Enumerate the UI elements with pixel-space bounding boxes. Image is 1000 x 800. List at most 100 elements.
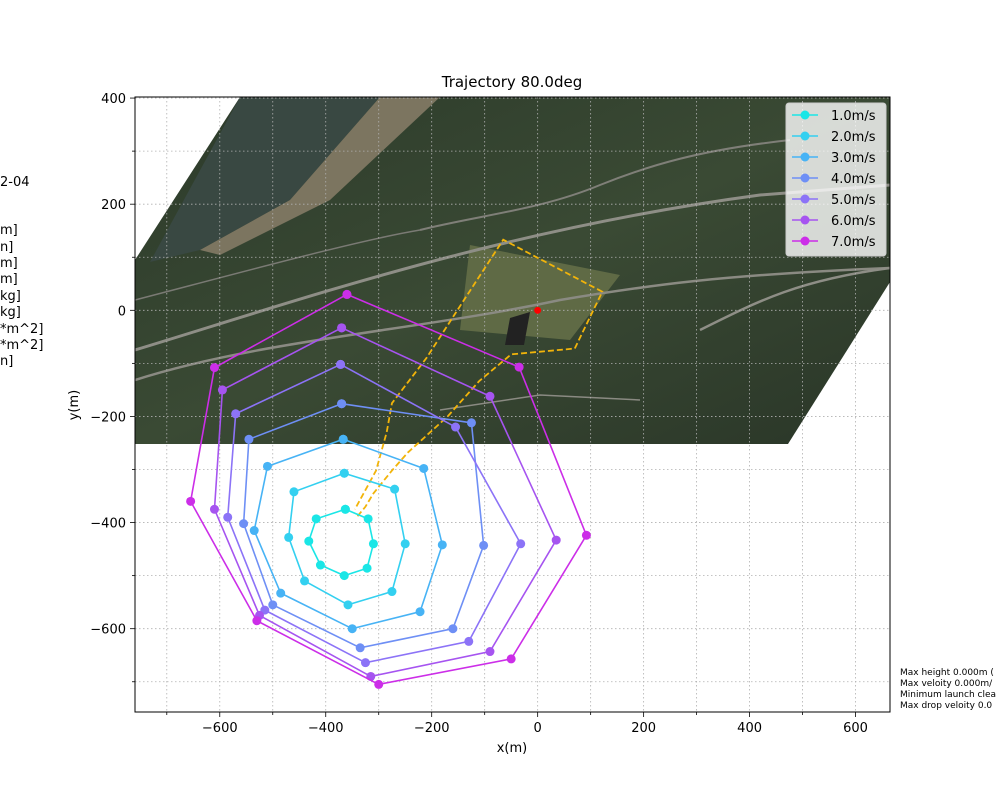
legend-label: 7.0m/s	[831, 235, 876, 250]
data-point	[368, 539, 378, 549]
x-tick-label: 200	[631, 721, 656, 736]
satellite-map	[135, 97, 890, 444]
legend-marker	[800, 152, 810, 162]
grid	[135, 97, 890, 712]
legend-label: 1.0m/s	[831, 109, 876, 124]
legend-label: 5.0m/s	[831, 193, 876, 208]
data-point	[276, 588, 286, 598]
data-point	[355, 643, 365, 653]
data-point	[337, 399, 347, 409]
side-label: m]	[0, 223, 18, 238]
data-point	[268, 600, 278, 610]
data-point	[464, 636, 474, 646]
data-point	[437, 540, 447, 550]
map-road	[439, 394, 641, 411]
data-point	[217, 385, 227, 395]
data-point	[186, 496, 196, 506]
map-beach	[200, 97, 440, 255]
legend-marker	[800, 173, 810, 183]
legend-label: 2.0m/s	[831, 130, 876, 145]
data-point	[284, 532, 294, 542]
data-point	[338, 434, 348, 444]
axes-frame	[134, 96, 891, 713]
data-point	[347, 624, 357, 634]
y-tick-label: −600	[90, 623, 126, 638]
data-point	[304, 536, 314, 546]
map-road	[135, 229, 421, 301]
side-label: n]	[0, 354, 14, 369]
legend-label: 6.0m/s	[831, 214, 876, 229]
data-point	[340, 504, 350, 514]
data-point	[342, 289, 352, 299]
series-3.0m/s	[249, 434, 447, 634]
data-point	[419, 463, 429, 473]
series-5.0m/s	[223, 359, 526, 668]
legend-marker	[800, 215, 810, 225]
data-point	[231, 409, 241, 419]
data-point	[485, 391, 495, 401]
legend-marker	[800, 194, 810, 204]
map-road	[135, 183, 890, 352]
legend-marker	[800, 110, 810, 120]
boundary-line	[354, 238, 604, 517]
legend-marker	[800, 236, 810, 246]
data-point	[339, 468, 349, 478]
footer-line: Max height 0.000m (	[900, 668, 994, 678]
legend-label: 4.0m/s	[831, 172, 876, 187]
data-point	[466, 418, 476, 428]
plot-area	[186, 238, 604, 689]
x-tick-label: −200	[414, 721, 450, 736]
y-tick-label: −200	[90, 410, 126, 425]
side-label: n]	[0, 240, 14, 255]
data-point	[400, 539, 410, 549]
data-point	[315, 560, 325, 570]
legend-box	[785, 102, 887, 257]
y-axis-label: y(m)	[67, 390, 82, 421]
data-point	[360, 658, 370, 668]
data-point	[252, 616, 262, 626]
map-building-shadow	[505, 312, 530, 345]
side-label: *m^2]	[0, 322, 44, 337]
data-point	[451, 422, 461, 432]
side-label: m]	[0, 272, 18, 287]
x-tick-label: 400	[737, 721, 762, 736]
data-point	[223, 512, 233, 522]
data-point	[362, 563, 372, 573]
side-label: *m^2]	[0, 338, 44, 353]
data-point	[337, 323, 347, 333]
data-point	[448, 624, 458, 634]
x-axis-label: x(m)	[497, 741, 528, 756]
side-label: m]	[0, 256, 18, 271]
y-tick-label: 0	[118, 304, 126, 319]
data-point	[311, 514, 321, 524]
footer-line: Minimum launch clea	[900, 690, 997, 700]
side-label: kg]	[0, 305, 21, 320]
tick-labels: −600 −400 −200 0 200 400 600 −600 −400 −200 0 200 40…	[90, 92, 868, 736]
legend-marker	[800, 131, 810, 141]
map-road	[135, 266, 890, 382]
data-point	[415, 607, 425, 617]
map-road	[699, 266, 890, 332]
side-label: 2-04	[0, 175, 30, 190]
data-point	[239, 519, 249, 529]
map-road	[419, 139, 791, 231]
map-water	[150, 97, 380, 262]
x-tick-label: −600	[202, 721, 238, 736]
data-point	[209, 504, 219, 514]
data-point	[485, 647, 495, 657]
data-point	[209, 363, 219, 373]
side-label: kg]	[0, 289, 21, 304]
data-point	[374, 679, 384, 689]
data-point	[300, 576, 310, 586]
map-clearing	[460, 245, 620, 340]
data-point	[581, 530, 591, 540]
footer-line: Max drop veloity 0.0	[900, 701, 993, 711]
data-point	[514, 362, 524, 372]
data-point	[363, 514, 373, 524]
series-2.0m/s	[284, 468, 410, 610]
y-tick-label: −400	[90, 517, 126, 532]
data-point	[387, 587, 397, 597]
data-point	[339, 571, 349, 581]
footer-summary: Max height 0.000m (Max veloity 0.000m/Mi…	[900, 668, 996, 712]
legend: 1.0m/s 2.0m/s 3.0m/s 4.0m/s 5.0m/s 6.0m/s 7.0m…	[785, 102, 887, 257]
